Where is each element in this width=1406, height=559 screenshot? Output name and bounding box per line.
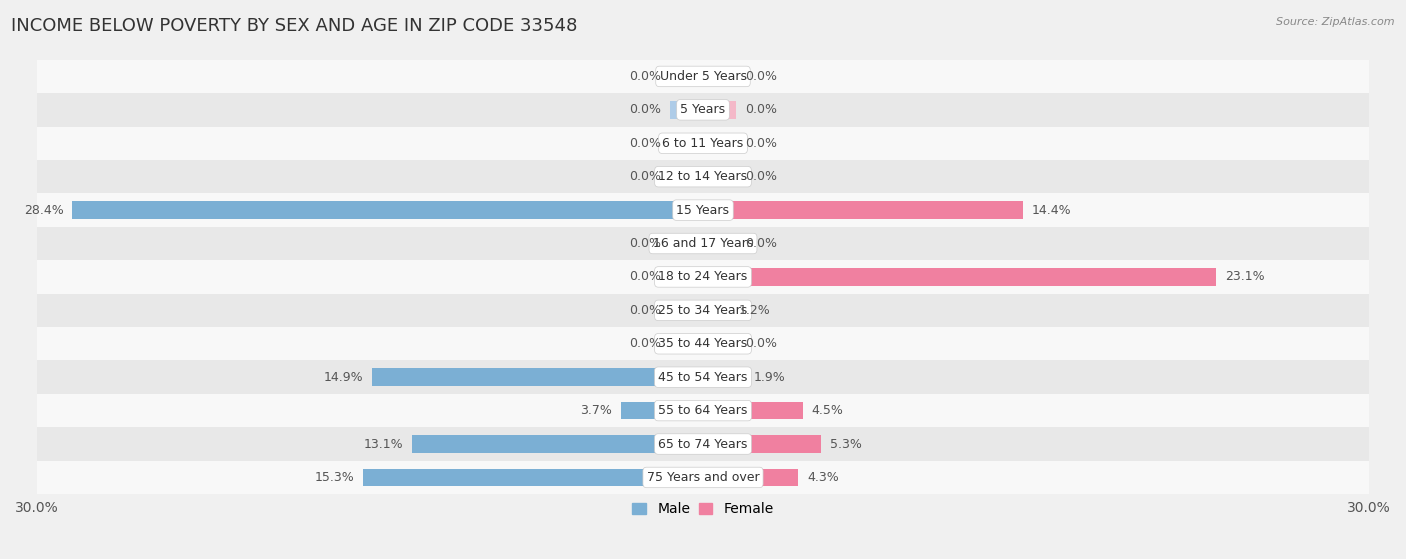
Bar (37, 126, 1369, 160)
Text: 0.0%: 0.0% (745, 70, 778, 83)
Text: 5.3%: 5.3% (830, 438, 862, 451)
Text: 25 to 34 Years: 25 to 34 Years (658, 304, 748, 317)
Text: 4.3%: 4.3% (807, 471, 839, 484)
Bar (703, 201, 1022, 219)
Bar (703, 368, 745, 386)
Text: 23.1%: 23.1% (1225, 271, 1264, 283)
Bar (37, 461, 1369, 494)
Text: Source: ZipAtlas.com: Source: ZipAtlas.com (1277, 17, 1395, 27)
Text: 0.0%: 0.0% (745, 237, 778, 250)
Bar (669, 101, 703, 119)
Text: 0.0%: 0.0% (745, 170, 778, 183)
Text: 14.9%: 14.9% (323, 371, 363, 383)
Text: 13.1%: 13.1% (364, 438, 404, 451)
Bar (669, 135, 703, 152)
Text: 15.3%: 15.3% (315, 471, 354, 484)
Text: 18 to 24 Years: 18 to 24 Years (658, 271, 748, 283)
Bar (37, 93, 1369, 126)
Text: 0.0%: 0.0% (628, 137, 661, 150)
Bar (703, 101, 737, 119)
Bar (703, 168, 737, 186)
Bar (703, 335, 737, 353)
Bar (703, 235, 737, 252)
Bar (703, 435, 821, 453)
Bar (72, 201, 703, 219)
Text: 14.4%: 14.4% (1032, 203, 1071, 216)
Bar (669, 268, 703, 286)
Text: Under 5 Years: Under 5 Years (659, 70, 747, 83)
Bar (37, 160, 1369, 193)
Text: 0.0%: 0.0% (745, 337, 778, 350)
Bar (621, 402, 703, 419)
Text: 0.0%: 0.0% (628, 271, 661, 283)
Bar (703, 68, 737, 85)
Bar (669, 302, 703, 319)
Bar (37, 361, 1369, 394)
Text: 0.0%: 0.0% (745, 137, 778, 150)
Text: 1.2%: 1.2% (738, 304, 770, 317)
Text: 0.0%: 0.0% (628, 237, 661, 250)
Bar (703, 135, 737, 152)
Bar (703, 268, 1216, 286)
Text: 0.0%: 0.0% (628, 304, 661, 317)
Bar (703, 469, 799, 486)
Bar (37, 394, 1369, 427)
Bar (37, 193, 1369, 227)
Text: 0.0%: 0.0% (628, 337, 661, 350)
Bar (703, 302, 730, 319)
Text: 0.0%: 0.0% (628, 70, 661, 83)
Bar (669, 68, 703, 85)
Text: 6 to 11 Years: 6 to 11 Years (662, 137, 744, 150)
Bar (703, 402, 803, 419)
Text: 5 Years: 5 Years (681, 103, 725, 116)
Bar (669, 168, 703, 186)
Text: 0.0%: 0.0% (628, 170, 661, 183)
Text: 75 Years and over: 75 Years and over (647, 471, 759, 484)
Text: 35 to 44 Years: 35 to 44 Years (658, 337, 748, 350)
Text: 4.5%: 4.5% (811, 404, 844, 417)
Text: 0.0%: 0.0% (628, 103, 661, 116)
Bar (669, 335, 703, 353)
Text: 45 to 54 Years: 45 to 54 Years (658, 371, 748, 383)
Text: 16 and 17 Years: 16 and 17 Years (652, 237, 754, 250)
Bar (37, 293, 1369, 327)
Text: 55 to 64 Years: 55 to 64 Years (658, 404, 748, 417)
Text: 12 to 14 Years: 12 to 14 Years (658, 170, 748, 183)
Bar (37, 427, 1369, 461)
Bar (37, 227, 1369, 260)
Text: 1.9%: 1.9% (754, 371, 786, 383)
Bar (37, 260, 1369, 293)
Legend: Male, Female: Male, Female (627, 497, 779, 522)
Text: 15 Years: 15 Years (676, 203, 730, 216)
Bar (669, 235, 703, 252)
Text: 0.0%: 0.0% (745, 103, 778, 116)
Text: INCOME BELOW POVERTY BY SEX AND AGE IN ZIP CODE 33548: INCOME BELOW POVERTY BY SEX AND AGE IN Z… (11, 17, 578, 35)
Text: 28.4%: 28.4% (24, 203, 63, 216)
Bar (373, 368, 703, 386)
Bar (363, 469, 703, 486)
Bar (412, 435, 703, 453)
Text: 65 to 74 Years: 65 to 74 Years (658, 438, 748, 451)
Bar (37, 327, 1369, 361)
Text: 3.7%: 3.7% (581, 404, 612, 417)
Bar (37, 60, 1369, 93)
